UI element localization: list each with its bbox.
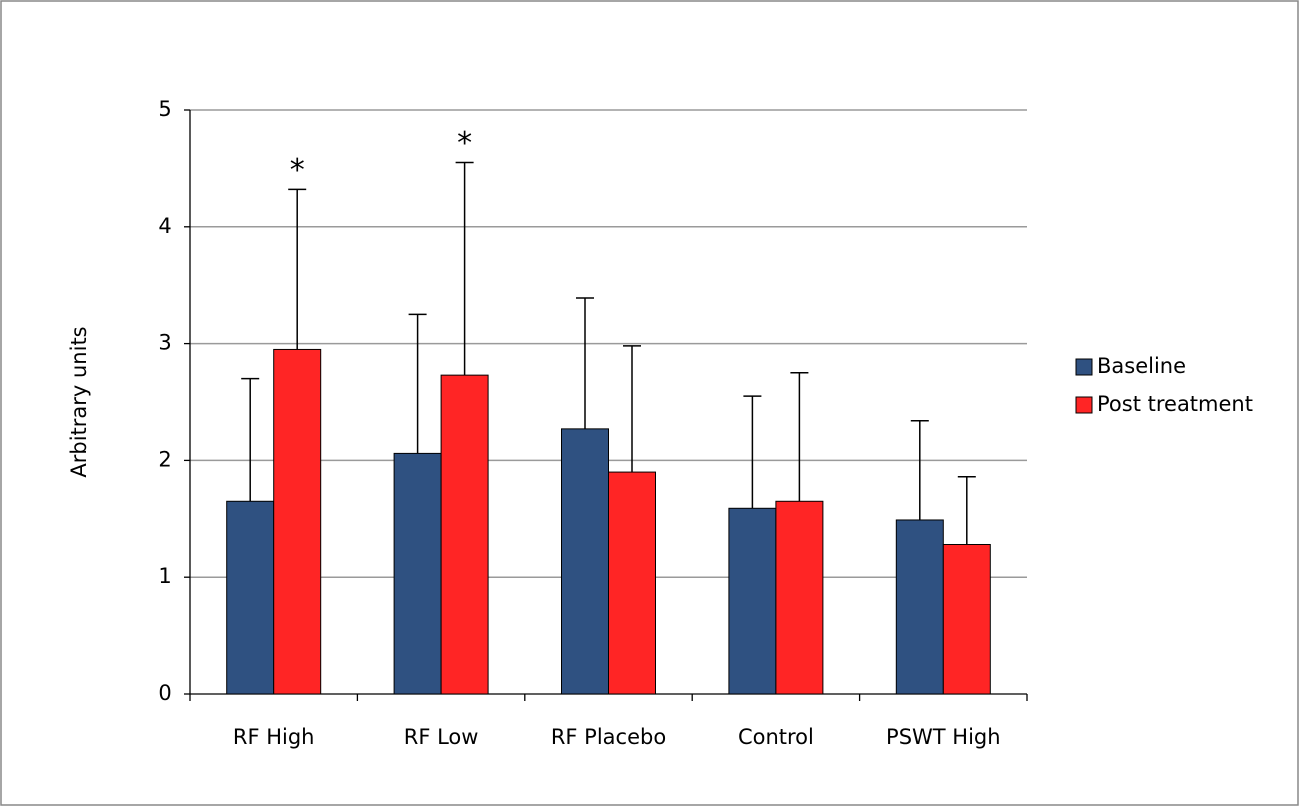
x-tick-label: RF High <box>233 725 315 749</box>
x-tick-label: RF Low <box>404 725 479 749</box>
y-tick-label: 2 <box>158 447 171 471</box>
bar <box>273 348 322 695</box>
error-bar <box>408 313 427 454</box>
bar <box>608 471 656 695</box>
bar <box>895 519 944 695</box>
x-tick-label: PSWT High <box>886 725 1001 749</box>
bar <box>226 500 275 695</box>
bar <box>775 500 824 695</box>
legend-label: Post treatment <box>1097 392 1253 416</box>
error-bar <box>957 476 976 545</box>
y-tick-label: 4 <box>158 214 171 238</box>
y-axis-label: Arbitrary units <box>67 326 91 477</box>
error-bar <box>288 188 307 350</box>
significance-marker: * <box>457 126 472 161</box>
bar <box>942 543 991 695</box>
bar <box>393 452 442 695</box>
error-bar <box>743 395 762 509</box>
bar <box>440 374 489 695</box>
significance-marker: * <box>290 153 305 188</box>
error-bar <box>790 372 809 502</box>
error-bar <box>241 377 260 502</box>
error-bar <box>623 345 641 473</box>
legend-label: Baseline <box>1097 354 1186 378</box>
y-tick-label: 1 <box>158 564 171 588</box>
legend-swatch <box>1075 396 1093 414</box>
x-tick-label: Control <box>738 725 814 749</box>
bar <box>728 507 777 695</box>
error-bar <box>576 297 594 429</box>
bar <box>561 428 609 695</box>
y-tick-label: 5 <box>158 97 171 121</box>
error-bar <box>455 161 474 376</box>
x-tick-label: RF Placebo <box>551 725 666 749</box>
y-tick-label: 3 <box>158 331 171 355</box>
legend-swatch <box>1075 358 1093 376</box>
y-tick-label: 0 <box>158 681 171 705</box>
error-bar <box>910 419 929 520</box>
